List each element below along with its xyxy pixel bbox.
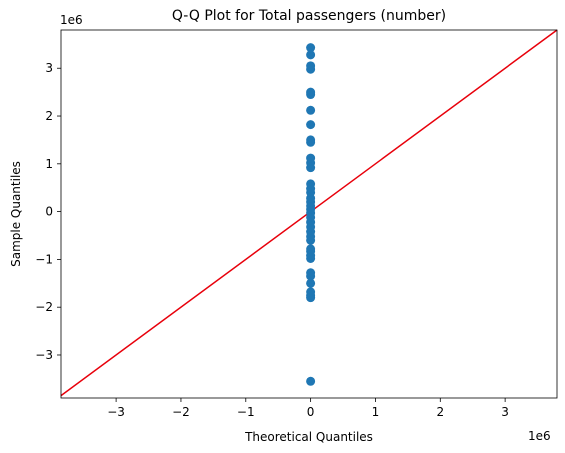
data-point	[306, 120, 316, 130]
data-point	[306, 43, 316, 53]
y-tick-label: 3	[45, 61, 53, 75]
x-tick-label: 2	[436, 405, 444, 419]
x-tick-label: 3	[501, 405, 509, 419]
plot-border	[60, 29, 558, 399]
y-axis-ticks: −3 −2 −1 0 1 2 3	[35, 61, 61, 362]
data-point	[306, 61, 316, 71]
data-point	[306, 135, 316, 145]
data-point	[306, 376, 316, 386]
y-tick-label: 1	[45, 157, 53, 171]
x-tick-label: −3	[107, 405, 125, 419]
chart-title: Q-Q Plot for Total passengers (number)	[172, 8, 446, 24]
data-point	[306, 50, 316, 60]
data-point	[306, 105, 316, 115]
y-tick-label: 0	[45, 205, 53, 219]
x-tick-label: 1	[372, 405, 380, 419]
data-point	[306, 268, 316, 278]
x-tick-label: 0	[307, 405, 315, 419]
y-tick-label: −3	[35, 348, 53, 362]
points-layer	[306, 43, 316, 386]
data-point	[306, 278, 316, 288]
data-point	[306, 179, 316, 189]
x-axis-label: Theoretical Quantiles	[244, 430, 373, 444]
data-point	[306, 287, 316, 297]
y-tick-label: −2	[35, 300, 53, 314]
plot-area	[60, 29, 558, 399]
y-tick-label: 2	[45, 109, 53, 123]
y-axis-label: Sample Quantiles	[9, 161, 23, 267]
data-point	[306, 87, 316, 97]
x-tick-label: −1	[237, 405, 255, 419]
y-tick-label: −1	[35, 252, 53, 266]
data-point	[306, 244, 316, 254]
data-point	[306, 153, 316, 163]
x-tick-label: −2	[172, 405, 190, 419]
y-axis-offset-label: 1e6	[60, 13, 83, 27]
x-axis-ticks: −3 −2 −1 0 1 2 3	[107, 398, 509, 419]
x-axis-offset-label: 1e6	[528, 429, 551, 443]
